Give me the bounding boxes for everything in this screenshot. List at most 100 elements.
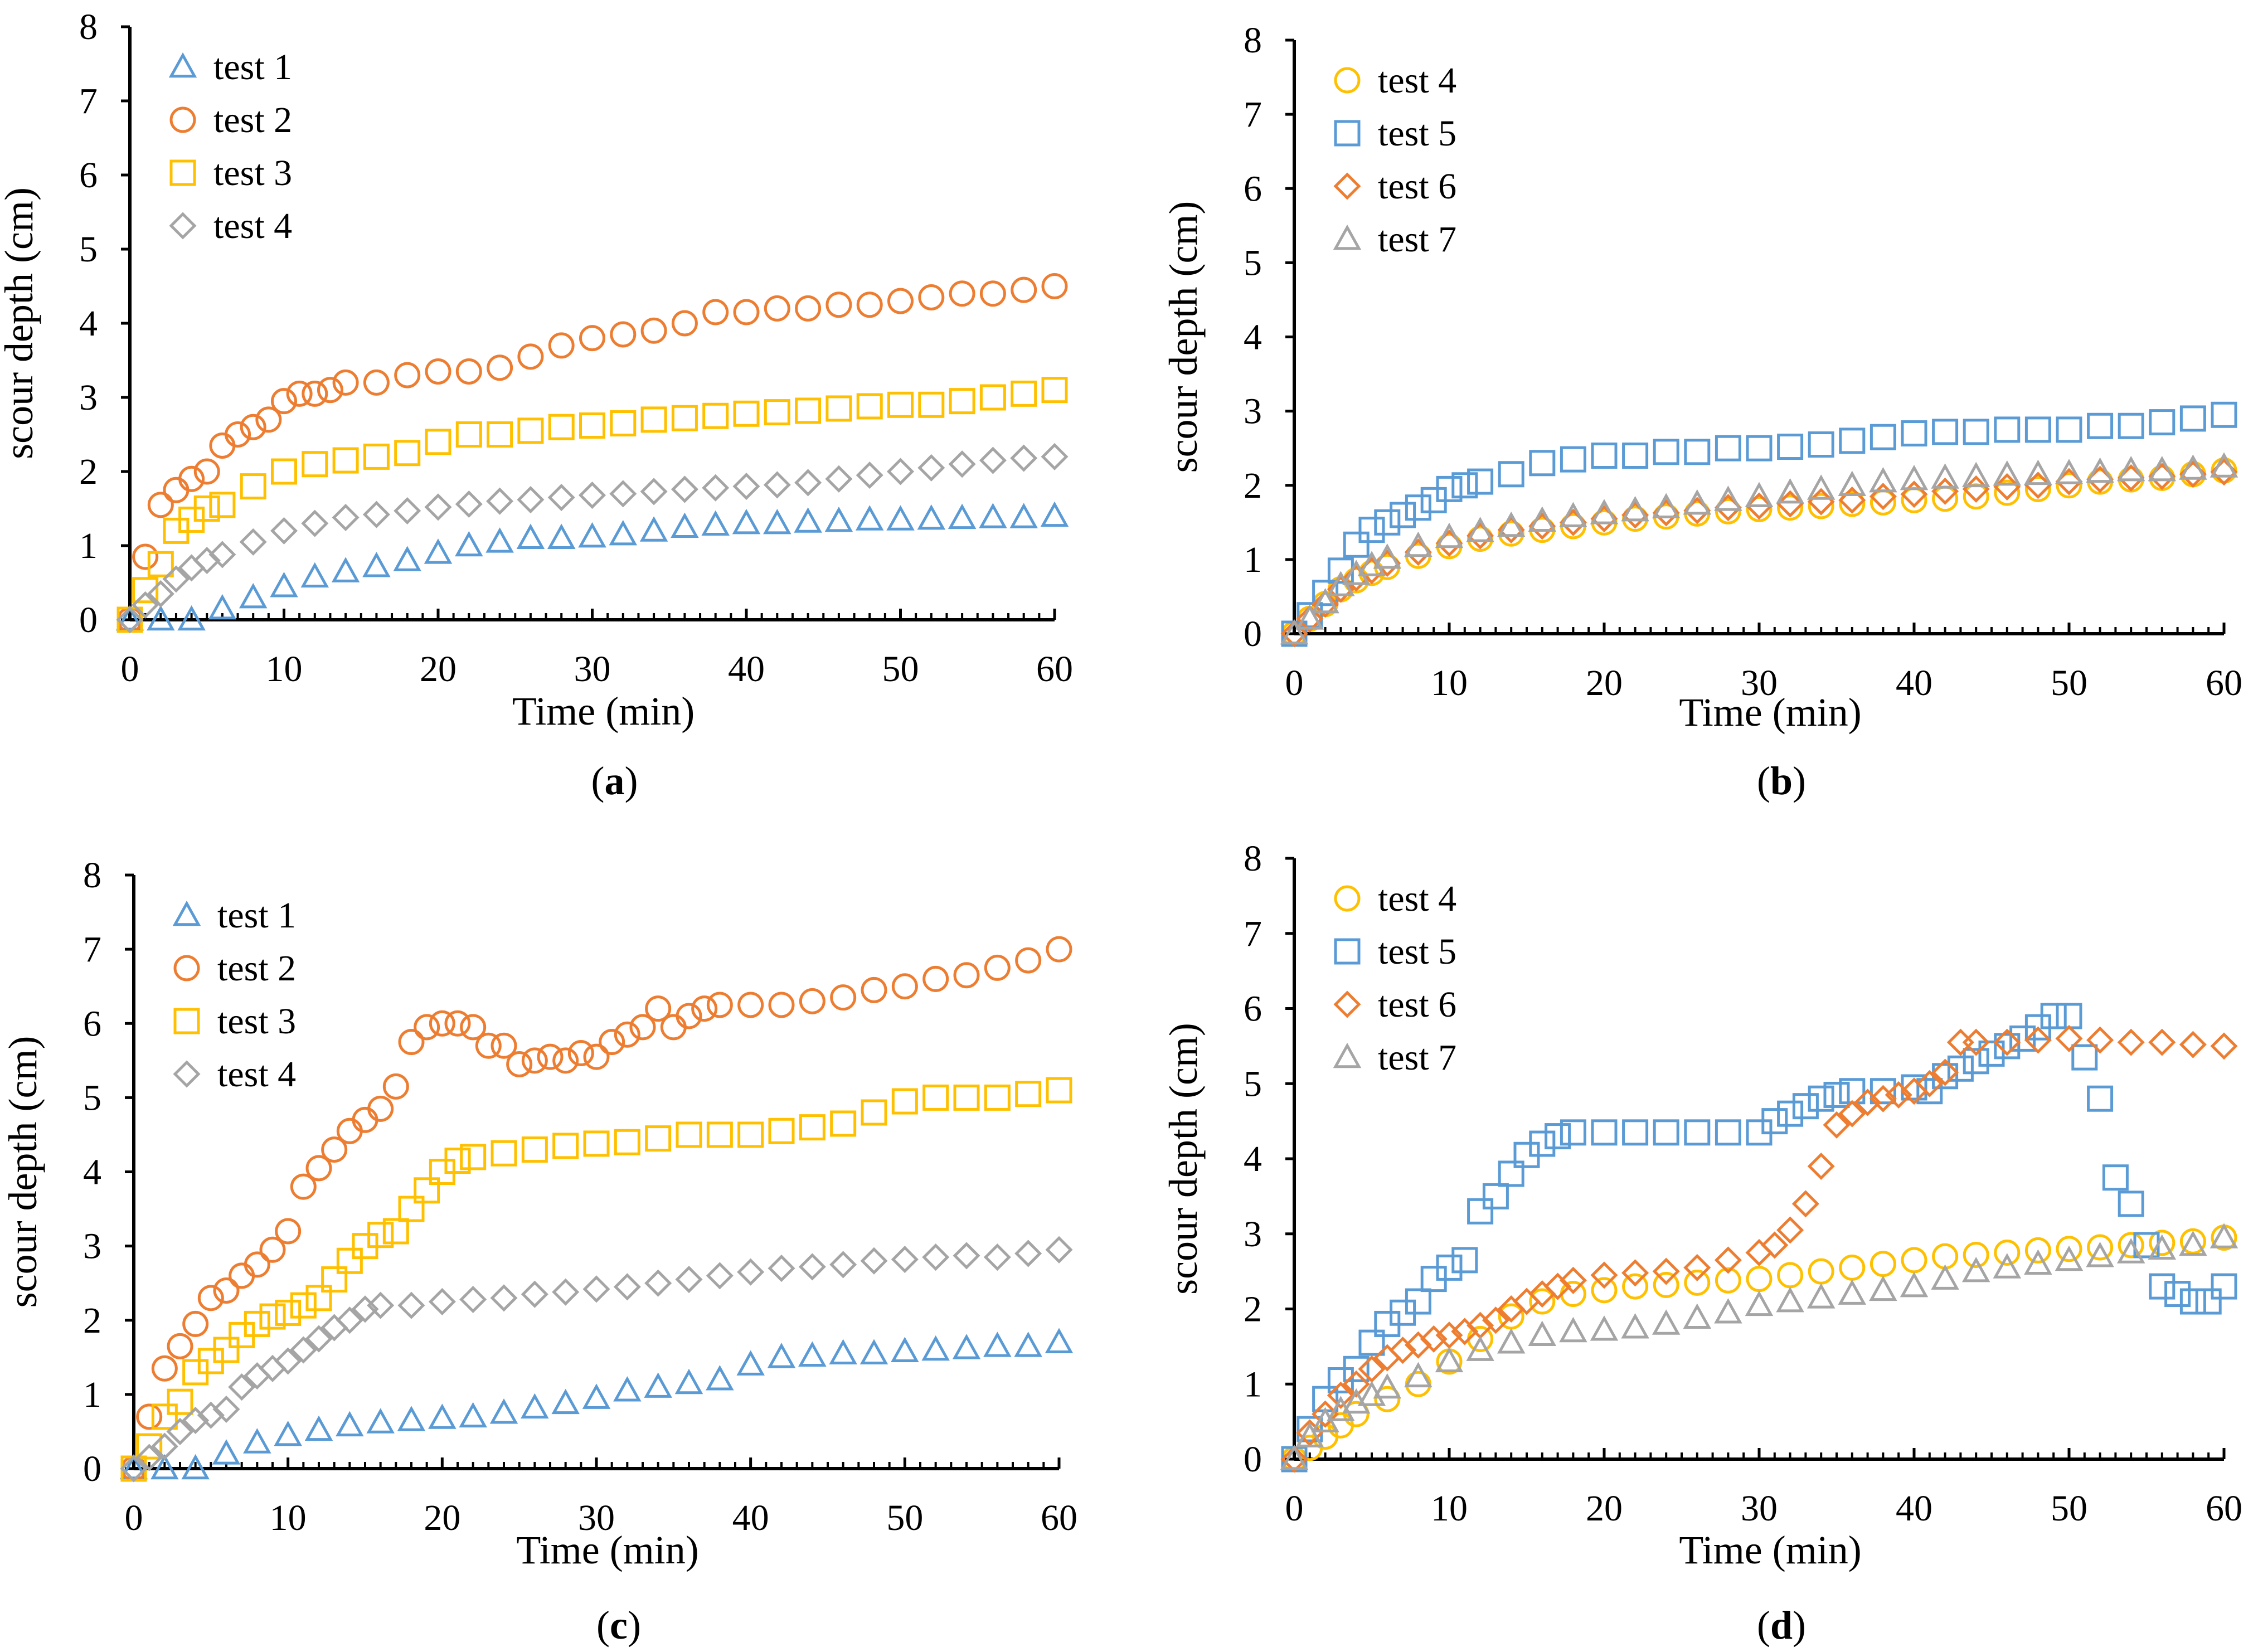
data-point	[2210, 1032, 2238, 1060]
x-tick-label: 30	[1741, 663, 1778, 703]
data-point	[1466, 1335, 1494, 1361]
data-point	[640, 317, 667, 344]
data-point	[613, 1376, 642, 1402]
legend-label: test 5	[1378, 113, 1456, 154]
data-point	[645, 995, 672, 1022]
data-point	[629, 1014, 656, 1041]
data-point	[1745, 1238, 1773, 1266]
data-point	[614, 1129, 640, 1155]
data-point	[2024, 1237, 2051, 1264]
data-point	[425, 358, 451, 385]
data-point	[1931, 463, 1959, 489]
data-point	[2086, 1026, 2114, 1054]
data-point	[2179, 454, 2207, 480]
series-test-6	[1280, 1024, 2238, 1473]
legend-label: test 6	[1378, 166, 1456, 207]
data-point	[2211, 1273, 2237, 1300]
data-point	[1715, 1119, 1741, 1146]
data-point	[1932, 419, 1959, 445]
data-point	[1010, 444, 1038, 472]
data-point	[2149, 409, 2176, 436]
data-point	[1545, 1123, 1571, 1150]
data-point	[259, 1354, 287, 1382]
series-test-3	[120, 1077, 1072, 1482]
data-point	[891, 1088, 918, 1115]
data-point	[1994, 1033, 2021, 1060]
legend-marker	[168, 52, 197, 78]
data-point	[487, 421, 513, 448]
data-point	[150, 1454, 179, 1480]
y-tick-label: 8	[1244, 20, 1262, 61]
data-point	[552, 1047, 579, 1074]
data-point	[166, 1417, 194, 1445]
data-point	[2055, 459, 2084, 484]
y-tick-label: 5	[1244, 1063, 1262, 1104]
data-point	[259, 1236, 286, 1263]
data-point	[1045, 1328, 1074, 1353]
data-point	[2086, 1242, 2114, 1267]
data-point	[351, 1295, 379, 1323]
data-point	[706, 1365, 734, 1391]
legend-label: test 1	[217, 895, 296, 936]
data-point	[949, 388, 975, 415]
y-tick-label: 7	[83, 929, 101, 970]
data-point	[2148, 1234, 2177, 1260]
data-point	[583, 1130, 610, 1157]
data-point	[475, 1032, 502, 1059]
data-point	[455, 490, 483, 518]
data-point	[1900, 464, 1929, 490]
data-point	[706, 992, 733, 1018]
data-point	[120, 1455, 148, 1483]
legend-marker	[173, 1060, 201, 1088]
data-point	[671, 405, 698, 431]
data-point	[362, 552, 391, 577]
data-point	[382, 1073, 409, 1100]
legend-label: test 4	[1378, 60, 1456, 101]
data-point	[151, 1355, 178, 1382]
data-point	[2024, 475, 2051, 502]
data-point	[829, 1339, 857, 1364]
data-point	[1404, 531, 1433, 557]
data-point	[1839, 490, 1866, 517]
data-point	[1869, 1275, 1897, 1301]
data-point	[1451, 472, 1478, 499]
data-point	[2024, 472, 2052, 499]
data-point	[567, 1040, 594, 1066]
x-tick-label: 10	[270, 1498, 307, 1538]
legend-marker	[1334, 67, 1361, 94]
data-point	[548, 414, 575, 440]
series-test-4	[116, 443, 1069, 634]
data-point	[455, 421, 482, 448]
y-tick-label: 6	[79, 155, 98, 196]
data-point	[610, 410, 637, 437]
data-point	[485, 527, 514, 553]
x-tick-label: 0	[1285, 1488, 1304, 1529]
data-point	[886, 505, 915, 531]
y-tick-label: 2	[79, 451, 98, 492]
data-point	[1869, 467, 1897, 493]
data-point	[1497, 1328, 1526, 1354]
data-point	[486, 487, 514, 515]
data-point	[305, 1325, 333, 1353]
data-point	[953, 1242, 980, 1270]
data-point	[2118, 1232, 2144, 1259]
data-point	[702, 402, 729, 429]
data-point	[167, 1333, 193, 1359]
data-point	[918, 391, 945, 418]
data-point	[1559, 1266, 1587, 1294]
data-point	[733, 299, 760, 325]
y-tick-label: 0	[1244, 614, 1262, 654]
data-point	[460, 1144, 487, 1170]
data-point	[1901, 1247, 1927, 1274]
data-point	[675, 1265, 703, 1294]
legend-marker	[1334, 938, 1361, 965]
data-point	[2210, 1223, 2238, 1248]
data-point	[2148, 1028, 2176, 1056]
y-axis-label: scour depth (cm)	[1161, 201, 1206, 473]
data-point	[736, 1350, 765, 1376]
data-point	[397, 1291, 425, 1319]
data-point	[1621, 495, 1649, 522]
data-point	[640, 478, 668, 506]
x-tick-label: 10	[1431, 1488, 1468, 1529]
y-tick-label: 0	[1244, 1439, 1262, 1480]
